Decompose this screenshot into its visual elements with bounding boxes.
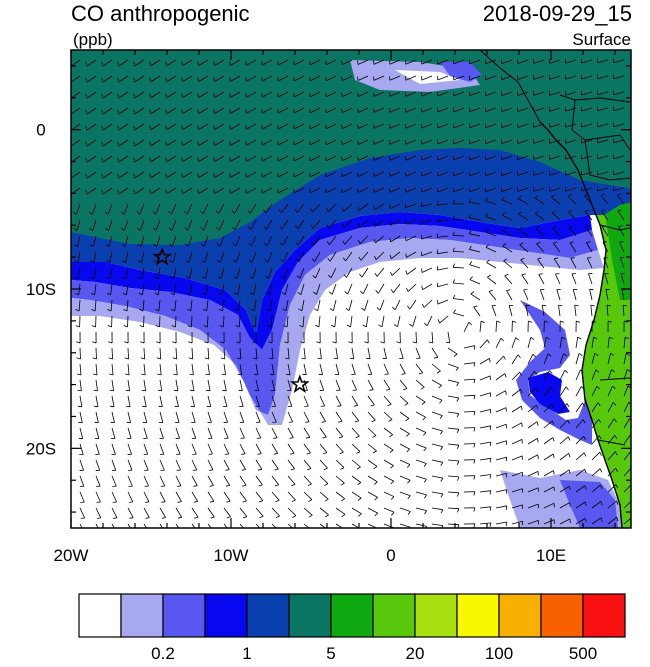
colorbar-swatch <box>414 593 458 638</box>
colorbar-label: 100 <box>485 644 513 663</box>
x-tick-label: 20W <box>54 546 89 565</box>
colorbar-swatch <box>456 593 500 638</box>
colorbar-label: 500 <box>569 644 597 663</box>
wind-vectors <box>71 58 631 528</box>
level-label: Surface <box>572 30 631 49</box>
colorbar-swatch <box>582 593 626 638</box>
colorbar-swatch <box>372 593 416 638</box>
colorbar-swatch <box>288 593 332 638</box>
units-label: (ppb) <box>73 30 113 49</box>
x-tick-label: 0 <box>386 546 395 565</box>
colorbar-swatch <box>162 593 206 638</box>
plot-datetime: 2018-09-29_15 <box>482 1 632 26</box>
y-tick-label: 10S <box>26 280 56 299</box>
plot-title: CO anthropogenic <box>71 1 250 26</box>
colorbar-swatch <box>204 593 248 638</box>
colorbar-label: 1 <box>242 644 251 663</box>
colorbar-label: 5 <box>326 644 335 663</box>
x-tick-label: 10W <box>214 546 249 565</box>
colorbar-swatch <box>498 593 542 638</box>
colorbar-swatch <box>120 593 164 638</box>
colorbar-label: 20 <box>406 644 425 663</box>
plume-inner <box>71 50 631 245</box>
field-layer <box>71 50 631 528</box>
y-tick-label: 0 <box>36 121 45 140</box>
colorbar-swatch <box>330 593 374 638</box>
marker-layer <box>152 246 310 394</box>
colorbar-label: 0.2 <box>151 644 175 663</box>
colorbar-swatch <box>246 593 290 638</box>
colorbar-swatch <box>78 593 122 638</box>
star-marker <box>289 374 310 394</box>
colorbar-swatch <box>540 593 584 638</box>
colorbar: 0.2 1 5 20 100 500 <box>78 593 626 663</box>
y-tick-label: 20S <box>26 439 56 458</box>
x-tick-label: 10E <box>536 546 566 565</box>
coastline <box>539 121 623 528</box>
star-marker <box>152 246 173 266</box>
